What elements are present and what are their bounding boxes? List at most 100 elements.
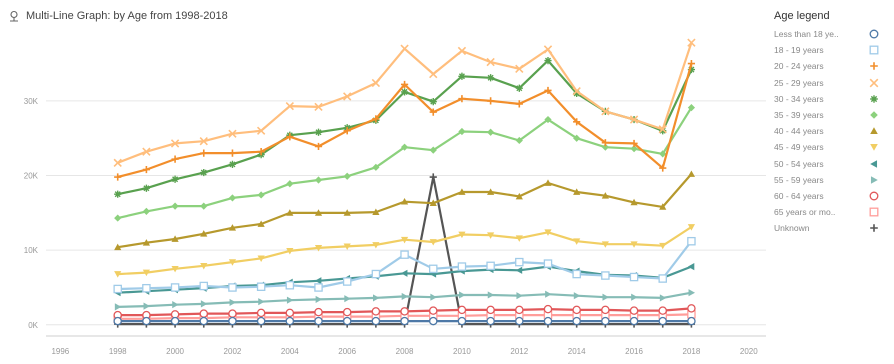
legend-item[interactable]: 25 - 29 years <box>774 75 892 91</box>
legend-item[interactable]: 45 - 49 years <box>774 139 892 155</box>
data-point <box>429 98 437 106</box>
legend-rows: Less than 18 ye.. 18 - 19 years 20 - 24 ye… <box>774 26 892 236</box>
legend-marker <box>870 159 878 168</box>
legend-marker <box>870 62 878 71</box>
data-point <box>601 143 609 151</box>
legend-item[interactable]: 30 - 34 years <box>774 91 892 107</box>
data-point <box>687 59 696 68</box>
legend-item[interactable]: 60 - 64 years <box>774 188 892 204</box>
data-point <box>486 57 495 67</box>
x-tick-label: 2014 <box>568 347 586 356</box>
data-point <box>487 232 495 239</box>
data-point <box>113 316 122 326</box>
legend-marker <box>870 224 878 233</box>
data-point <box>429 316 438 326</box>
x-tick-label: 2008 <box>396 347 414 356</box>
legend-item[interactable]: Less than 18 ye.. <box>774 26 892 42</box>
legend-item[interactable]: 20 - 24 years <box>774 58 892 74</box>
legend-item[interactable]: Unknown <box>774 220 892 236</box>
legend-item-label: 35 - 39 years <box>774 110 824 121</box>
x-tick-label: 2016 <box>625 347 643 356</box>
data-point <box>228 194 237 202</box>
data-point <box>573 188 581 195</box>
data-point <box>371 307 381 316</box>
data-point <box>429 306 438 315</box>
data-point <box>870 159 878 168</box>
data-point <box>458 231 466 239</box>
data-point <box>457 262 467 271</box>
data-point <box>544 179 552 186</box>
data-point <box>170 283 180 292</box>
data-point <box>659 127 667 135</box>
data-point <box>257 220 265 227</box>
data-point <box>371 269 381 279</box>
data-point <box>870 144 878 152</box>
legend-item-label: 18 - 19 years <box>774 45 824 56</box>
data-point <box>171 155 179 163</box>
legend-item[interactable]: 55 - 59 years <box>774 172 892 188</box>
series-40-44-years <box>114 170 696 251</box>
data-point <box>687 236 696 246</box>
data-point <box>629 306 639 315</box>
data-point <box>601 241 609 248</box>
data-point <box>200 149 208 157</box>
data-point <box>870 224 878 233</box>
legend-marker <box>869 78 879 88</box>
legend-item-label: 25 - 29 years <box>774 77 824 88</box>
data-point <box>371 316 381 326</box>
legend-marker-icon <box>868 44 880 56</box>
data-point <box>602 293 609 301</box>
data-point <box>659 294 667 302</box>
legend-item[interactable]: 40 - 44 years <box>774 123 892 139</box>
series-55-59-years <box>114 289 696 311</box>
data-point <box>515 305 524 315</box>
data-point <box>629 115 639 124</box>
data-point <box>630 198 638 206</box>
data-point <box>372 115 380 123</box>
data-point <box>314 102 323 112</box>
data-point <box>687 224 696 231</box>
data-point <box>659 242 667 250</box>
legend-item-label: 50 - 54 years <box>774 158 824 169</box>
data-point <box>429 146 437 154</box>
data-point <box>170 316 180 326</box>
legend-item-label: 55 - 59 years <box>774 174 824 185</box>
legend-marker <box>870 111 878 119</box>
data-point <box>400 198 409 205</box>
data-point <box>544 229 552 236</box>
data-point <box>372 208 380 215</box>
legend-marker-icon <box>868 174 880 186</box>
data-point <box>687 262 695 271</box>
legend-item[interactable]: 35 - 39 years <box>774 107 892 123</box>
data-point <box>257 255 265 262</box>
data-point <box>869 29 879 39</box>
series-45-49-years <box>114 224 696 278</box>
data-point <box>601 271 610 280</box>
data-point <box>458 95 466 103</box>
data-point <box>142 147 151 156</box>
data-point <box>228 309 237 318</box>
legend-item[interactable]: 50 - 54 years <box>774 156 892 172</box>
data-point <box>199 316 209 326</box>
legend-marker-icon <box>868 125 880 137</box>
data-point <box>572 305 581 315</box>
data-point <box>429 199 437 207</box>
data-point <box>687 304 696 313</box>
data-point <box>314 307 323 317</box>
legend-item[interactable]: 65 years or mo.. <box>774 204 892 220</box>
data-point <box>515 316 524 326</box>
data-point <box>870 62 878 71</box>
data-point <box>458 127 466 136</box>
data-point <box>314 283 323 292</box>
data-point <box>256 308 266 318</box>
data-point <box>114 214 122 222</box>
data-point <box>659 164 667 172</box>
data-point <box>658 125 667 134</box>
data-point <box>314 245 323 252</box>
data-point <box>142 207 150 215</box>
legend-item[interactable]: 18 - 19 years <box>774 42 892 58</box>
data-point <box>486 316 495 326</box>
data-point <box>142 269 150 277</box>
data-point <box>171 202 179 210</box>
legend-marker <box>870 175 878 184</box>
